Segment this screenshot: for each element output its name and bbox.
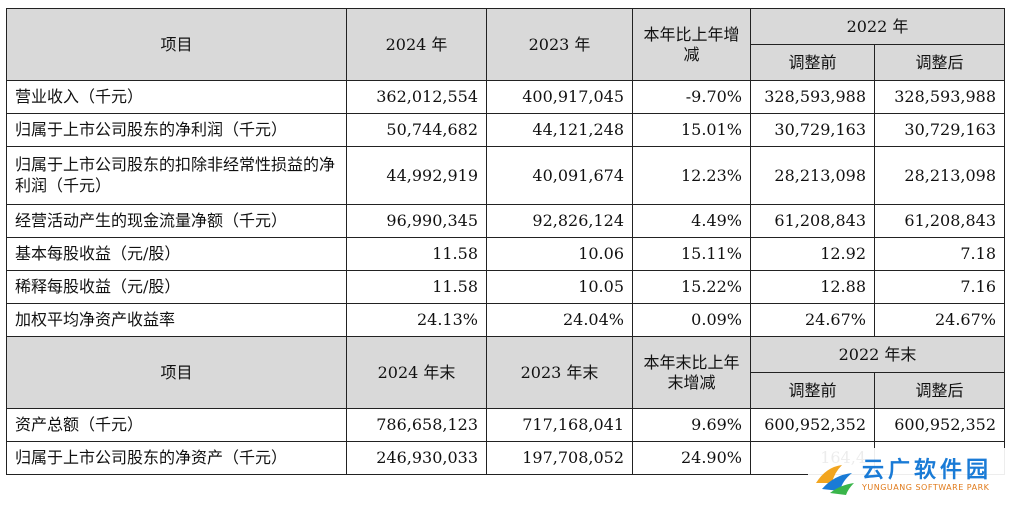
value-before-adjust: 600,952,352 — [750, 408, 875, 442]
value-after-adjust: 328,593,988 — [874, 80, 1005, 114]
value-2024: 11.58 — [346, 270, 487, 304]
value-2023: 10.05 — [486, 270, 633, 304]
header-after-adjust: 调整后 — [874, 372, 1005, 409]
table-row: 基本每股收益（元/股） 11.58 10.06 15.11% 12.92 7.1… — [6, 237, 1005, 271]
value-change: 4.49% — [632, 204, 751, 238]
header-before-adjust: 调整前 — [750, 44, 875, 81]
header-change: 本年比上年增减 — [632, 8, 751, 81]
value-after-adjust: 61,208,843 — [874, 204, 1005, 238]
row-label: 归属于上市公司股东的净资产（千元） — [6, 441, 347, 475]
value-change: 15.01% — [632, 113, 751, 147]
row-label: 归属于上市公司股东的净利润（千元） — [6, 113, 347, 147]
value-after-adjust: 7.18 — [874, 237, 1005, 271]
value-before-adjust: 61,208,843 — [750, 204, 875, 238]
header-2024-end: 2024 年末 — [346, 336, 487, 409]
value-change: 15.22% — [632, 270, 751, 304]
value-before-adjust: 328,593,988 — [750, 80, 875, 114]
value-2024: 11.58 — [346, 237, 487, 271]
header-item: 项目 — [6, 336, 347, 409]
section2-header-row-2: 调整前 调整后 — [7, 372, 1005, 409]
watermark-en: YUNGUANG SOFTWARE PARK — [862, 483, 990, 493]
value-2024: 786,658,123 — [346, 408, 487, 442]
value-after-adjust: 30,729,163 — [874, 113, 1005, 147]
value-2023: 44,121,248 — [486, 113, 633, 147]
value-2024: 50,744,682 — [346, 113, 487, 147]
table-row: 归属于上市公司股东的净利润（千元） 50,744,682 44,121,248 … — [6, 113, 1005, 147]
header-change: 本年末比上年末增减 — [632, 336, 751, 409]
value-after-adjust: 28,213,098 — [874, 146, 1005, 205]
header-2022-end: 2022 年末 — [750, 336, 1005, 373]
value-after-adjust: 600,952,352 — [874, 408, 1005, 442]
value-2024: 24.13% — [346, 303, 487, 337]
table-row: 加权平均净资产收益率 24.13% 24.04% 0.09% 24.67% 24… — [6, 303, 1005, 337]
header-before-adjust: 调整前 — [750, 372, 875, 409]
header-2024: 2024 年 — [346, 8, 487, 81]
value-before-adjust: 30,729,163 — [750, 113, 875, 147]
value-2023: 24.04% — [486, 303, 633, 337]
row-label: 加权平均净资产收益率 — [6, 303, 347, 337]
value-before-adjust: 24.67% — [750, 303, 875, 337]
section1-header-row-2: 调整前 调整后 — [7, 44, 1005, 81]
value-after-adjust: 7.16 — [874, 270, 1005, 304]
row-label: 资产总额（千元） — [6, 408, 347, 442]
value-change: -9.70% — [632, 80, 751, 114]
value-2024: 96,990,345 — [346, 204, 487, 238]
header-2022: 2022 年 — [750, 8, 1005, 45]
header-2023-end: 2023 年末 — [486, 336, 633, 409]
watermark-logo-icon — [816, 465, 854, 495]
table-row: 经营活动产生的现金流量净额（千元） 96,990,345 92,826,124 … — [6, 204, 1005, 238]
watermark-cn: 云广软件园 — [862, 458, 993, 484]
value-change: 15.11% — [632, 237, 751, 271]
value-change: 9.69% — [632, 408, 751, 442]
value-before-adjust: 12.88 — [750, 270, 875, 304]
row-label: 归属于上市公司股东的扣除非经常性损益的净利润（千元） — [6, 146, 347, 205]
value-2024: 246,930,033 — [346, 441, 487, 475]
watermark-text: 云广软件园 YUNGUANG SOFTWARE PARK — [862, 458, 993, 493]
value-before-adjust: 12.92 — [750, 237, 875, 271]
row-label: 稀释每股收益（元/股） — [6, 270, 347, 304]
row-label: 经营活动产生的现金流量净额（千元） — [6, 204, 347, 238]
value-after-adjust: 24.67% — [874, 303, 1005, 337]
section2-header-row-1: 项目 2024 年末 2023 年末 本年末比上年末增减 2022 年末 — [6, 336, 1005, 409]
value-2023: 40,091,674 — [486, 146, 633, 205]
value-2023: 10.06 — [486, 237, 633, 271]
value-2024: 44,992,919 — [346, 146, 487, 205]
row-label: 基本每股收益（元/股） — [6, 237, 347, 271]
value-before-adjust: 28,213,098 — [750, 146, 875, 205]
header-item: 项目 — [6, 8, 347, 81]
value-change: 12.23% — [632, 146, 751, 205]
section1-header-row-1: 项目 2024 年 2023 年 本年比上年增减 2022 年 — [6, 8, 1005, 81]
value-2023: 400,917,045 — [486, 80, 633, 114]
value-2023: 92,826,124 — [486, 204, 633, 238]
header-after-adjust: 调整后 — [874, 44, 1005, 81]
financial-table: 项目 2024 年 2023 年 本年比上年增减 2022 年 调整前 调整后 … — [6, 8, 1005, 475]
table-row: 营业收入（千元） 362,012,554 400,917,045 -9.70% … — [6, 80, 1005, 114]
value-change: 24.90% — [632, 441, 751, 475]
value-2023: 717,168,041 — [486, 408, 633, 442]
watermark: 云广软件园 YUNGUANG SOFTWARE PARK — [808, 448, 1010, 504]
table-row: 资产总额（千元） 786,658,123 717,168,041 9.69% 6… — [6, 408, 1005, 442]
header-2023: 2023 年 — [486, 8, 633, 81]
value-2024: 362,012,554 — [346, 80, 487, 114]
table-row: 稀释每股收益（元/股） 11.58 10.05 15.22% 12.88 7.1… — [6, 270, 1005, 304]
row-label: 营业收入（千元） — [6, 80, 347, 114]
value-2023: 197,708,052 — [486, 441, 633, 475]
table-row: 归属于上市公司股东的扣除非经常性损益的净利润（千元） 44,992,919 40… — [6, 146, 1005, 205]
value-change: 0.09% — [632, 303, 751, 337]
